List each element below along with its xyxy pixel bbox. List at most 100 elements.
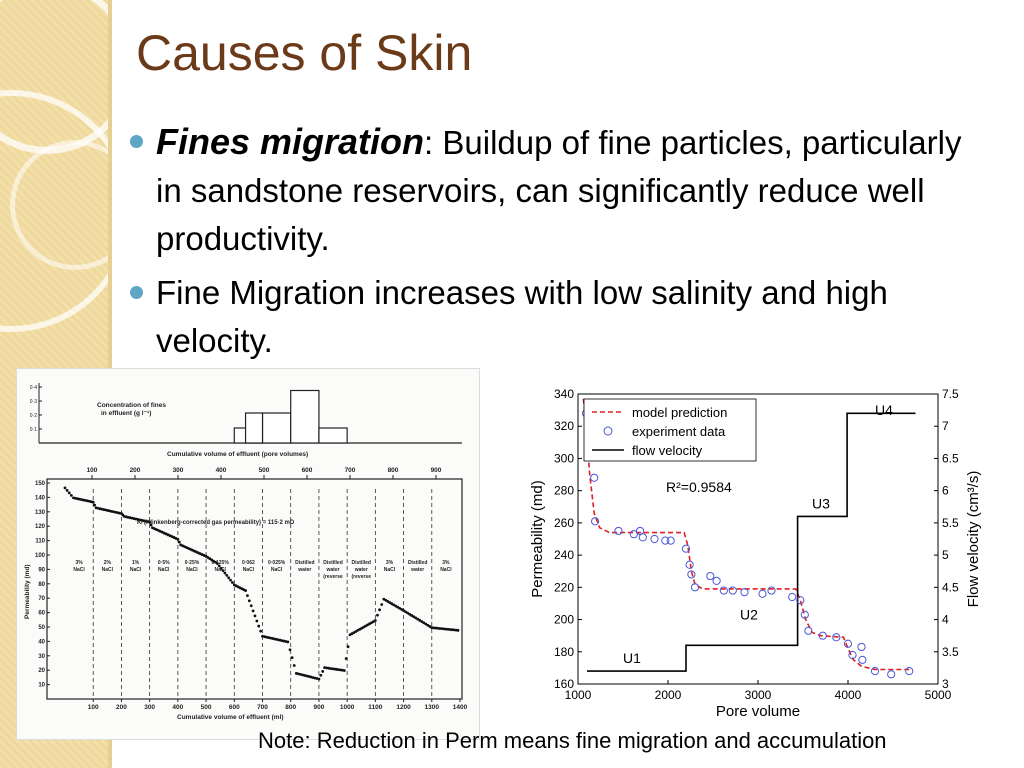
pv-tick-label: 800 <box>388 467 399 474</box>
r-squared-annotation: R²=0.9584 <box>666 479 732 495</box>
segment-label: 3% <box>386 560 394 566</box>
permeability-point <box>290 656 294 660</box>
x-tick-label: 2000 <box>655 688 682 702</box>
pv-tick-label: 200 <box>130 467 141 474</box>
x-tick-label: 5000 <box>925 688 952 702</box>
ml-tick-label: 800 <box>285 704 296 711</box>
permeability-point <box>428 625 432 628</box>
segment-label: water <box>297 567 311 573</box>
experiment-data-point <box>661 536 670 545</box>
segment-label: 1% <box>132 560 140 566</box>
legend-model: model prediction <box>632 405 727 420</box>
segment-label: water <box>326 567 340 573</box>
bullet-item: Fines migration: Buildup of fine particl… <box>128 118 988 263</box>
permeability-point <box>229 578 232 582</box>
experiment-data-point <box>650 534 659 544</box>
ml-tick-label: 600 <box>229 704 240 711</box>
experiment-data-point <box>804 626 813 635</box>
y2-tick-label: 7 <box>942 419 949 433</box>
permeability-point <box>438 627 442 630</box>
flow-velocity-line <box>587 412 916 672</box>
permeability-point <box>376 613 379 617</box>
y2-tick-label: 5 <box>942 548 949 562</box>
permeability-point <box>442 627 446 631</box>
permeability-point <box>148 520 152 524</box>
experiment-data-point <box>690 583 700 592</box>
conc-tick-label: 0·3 <box>30 399 37 405</box>
permeability-point <box>217 564 221 568</box>
permeability-point <box>414 616 418 620</box>
concentration-bar <box>290 389 320 444</box>
bottom-axis-title: Cumulative volume of effluent (ml) <box>177 714 284 721</box>
experiment-data-point <box>685 560 694 569</box>
perm-tick-label: 120 <box>35 524 46 530</box>
model-prediction-line <box>582 398 913 671</box>
y2-tick-label: 6.5 <box>942 451 959 465</box>
experiment-data-point <box>719 586 728 595</box>
permeability-point <box>378 608 381 612</box>
experiment-data-point <box>629 530 638 539</box>
segment-label: 0·062 <box>242 560 255 566</box>
pv-tick-label: 900 <box>431 467 442 474</box>
legend-velocity: flow velocity <box>632 443 703 458</box>
permeability-point <box>292 664 296 667</box>
x-tick-label: 3000 <box>745 688 772 702</box>
permeability-point <box>380 603 384 606</box>
ml-tick-label: 1000 <box>340 704 355 711</box>
permeability-point <box>149 523 153 527</box>
experiment-data-point <box>848 650 857 660</box>
y-axis-title: Permeability (md) <box>24 564 31 619</box>
experiment-data-point <box>706 571 715 581</box>
footnote: Note: Reduction in Perm means fine migra… <box>258 728 887 753</box>
permeability-point <box>319 673 323 677</box>
experiment-data-point <box>740 588 749 597</box>
segment-label: water <box>410 567 424 573</box>
chart-svg: 1000 2000 3000 4000 5000 160 180 200 220 240 260 28… <box>529 387 982 720</box>
scanned-figure-svg: Concentration of fines in effluent (g l⁻… <box>24 383 468 721</box>
permeability-point <box>93 503 97 507</box>
perm-tick-label: 30 <box>38 654 45 660</box>
y-tick-label: 260 <box>554 516 574 530</box>
ml-tick-label: 1400 <box>453 704 468 711</box>
permeability-point <box>432 626 436 630</box>
pv-tick-label: 700 <box>345 467 356 474</box>
permeability-point <box>344 657 348 660</box>
permeability-point <box>259 629 263 633</box>
perm-tick-label: 20 <box>38 668 45 674</box>
permeability-point <box>410 614 414 617</box>
permeability-point <box>249 604 253 608</box>
segment-label: NaCl <box>158 567 170 573</box>
y2-axis-title: Flow velocity (cm³/s) <box>965 471 982 608</box>
permeability-point <box>422 621 426 625</box>
x-tick-label: 1000 <box>565 688 592 702</box>
experiment-data-point <box>857 642 866 652</box>
permeability-point <box>246 594 249 598</box>
permeability-point <box>91 500 95 504</box>
fines-concentration-panel: Concentration of fines in effluent (g l⁻… <box>30 383 462 444</box>
ml-tick-label: 700 <box>257 704 268 711</box>
experiment-data-point <box>712 576 721 585</box>
permeability-point <box>253 614 257 618</box>
experiment-data-point <box>687 570 696 579</box>
permeability-point <box>231 581 234 584</box>
pv-tick-label: 500 <box>259 467 270 474</box>
segment-label: NaCl <box>73 567 85 573</box>
permeability-point <box>69 493 73 497</box>
stage-label: U3 <box>812 495 830 511</box>
permeability-point <box>321 670 325 673</box>
y-tick-label: 180 <box>554 645 574 659</box>
permeability-point <box>440 627 444 631</box>
segment-label: 0·5% <box>158 560 170 566</box>
permeability-point <box>244 589 247 592</box>
conc-tick-label: 0·4 <box>30 385 37 391</box>
permeability-point <box>177 540 181 544</box>
klinkenberg-annotation: Kₗ (Klinkenberg-corrected gas permeabili… <box>137 520 295 526</box>
y-tick-label: 340 <box>554 387 574 401</box>
segment-label: Distilled <box>408 560 427 566</box>
y2-tick-label: 5.5 <box>942 516 959 530</box>
permeability-point <box>404 610 407 614</box>
permeability-point <box>342 669 346 672</box>
experiment-data-point <box>818 631 827 640</box>
permeability-point <box>247 599 251 603</box>
decorative-ring <box>10 140 112 270</box>
